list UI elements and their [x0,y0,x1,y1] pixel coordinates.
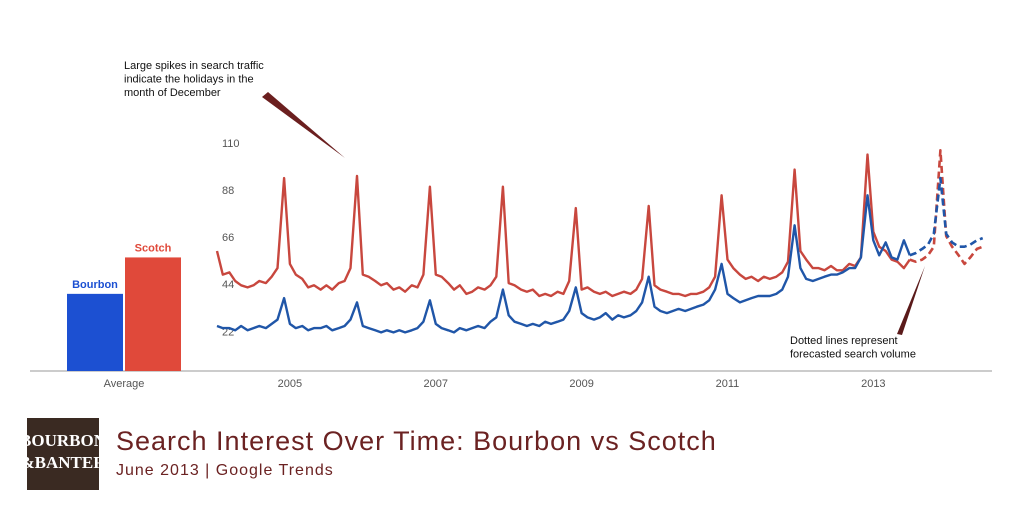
y-tick-label: 66 [222,232,234,244]
bar-label: Scotch [135,242,172,254]
y-tick-label: 44 [222,279,234,291]
subtitle: June 2013 | Google Trends [116,462,334,479]
bar-label: Bourbon [72,279,118,291]
title: Search Interest Over Time: Bourbon vs Sc… [116,426,717,456]
bar [125,257,181,371]
annotation: month of December [124,87,221,99]
x-tick-label: 2007 [424,378,448,390]
x-tick-label: 2013 [861,378,885,390]
annotation: Dotted lines represent [790,335,898,347]
logo-text: BOURBON [20,431,107,450]
series-line [216,194,911,334]
y-tick-label: 110 [222,138,240,150]
arrow [897,266,925,335]
x-tick-label: 2009 [569,378,593,390]
forecast-line [909,149,984,266]
annotation: forecasted search volume [790,348,916,360]
annotation: indicate the holidays in the [124,73,254,85]
y-tick-label: 88 [222,185,234,197]
x-label: Average [104,378,145,390]
logo-text: &BANTER [20,453,106,472]
forecast-line [909,176,984,257]
logo-box [27,418,99,490]
annotation: Large spikes in search traffic [124,60,264,72]
x-tick-label: 2005 [278,378,302,390]
series-line [215,153,911,298]
arrow [262,92,345,158]
x-tick-label: 2011 [716,378,740,390]
bar [67,293,123,371]
